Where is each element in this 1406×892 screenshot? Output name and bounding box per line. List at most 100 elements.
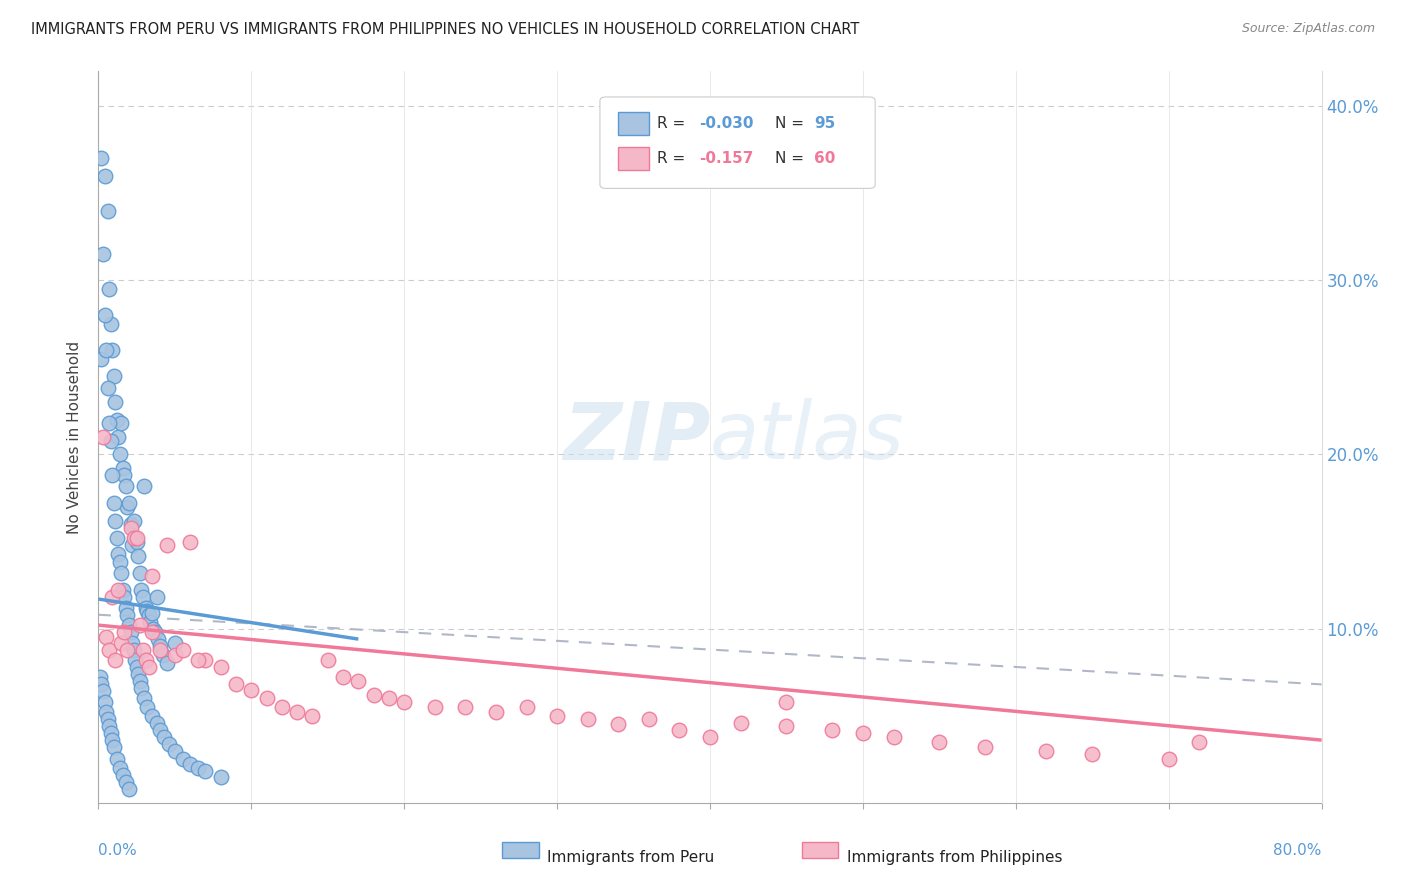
- Point: [187, 653, 209, 667]
- Point: [129, 583, 152, 598]
- Point: [111, 461, 134, 475]
- Point: [107, 547, 129, 561]
- Point: [132, 591, 155, 605]
- Point: [128, 673, 150, 688]
- Point: [105, 412, 128, 426]
- Text: -0.030: -0.030: [699, 116, 754, 131]
- Point: [1035, 743, 1057, 757]
- FancyBboxPatch shape: [600, 97, 875, 188]
- Point: [225, 677, 247, 691]
- Point: [90, 351, 112, 366]
- Point: [347, 673, 370, 688]
- Point: [115, 775, 138, 789]
- Text: IMMIGRANTS FROM PERU VS IMMIGRANTS FROM PHILIPPINES NO VEHICLES IN HOUSEHOLD COR: IMMIGRANTS FROM PERU VS IMMIGRANTS FROM …: [31, 22, 859, 37]
- Point: [134, 479, 156, 493]
- Text: 0.0%: 0.0%: [98, 843, 138, 858]
- Point: [122, 514, 145, 528]
- Text: 60: 60: [814, 151, 835, 166]
- Point: [111, 768, 134, 782]
- Point: [256, 691, 278, 706]
- Point: [132, 642, 155, 657]
- Point: [546, 708, 568, 723]
- Point: [108, 448, 131, 462]
- Point: [485, 705, 508, 719]
- Point: [149, 639, 172, 653]
- Point: [852, 726, 875, 740]
- Point: [128, 566, 150, 580]
- Point: [103, 369, 125, 384]
- Point: [97, 381, 120, 395]
- Point: [105, 752, 128, 766]
- Point: [90, 152, 112, 166]
- Point: [141, 625, 163, 640]
- Point: [101, 733, 124, 747]
- Point: [100, 726, 122, 740]
- Point: [240, 682, 263, 697]
- Point: [103, 740, 125, 755]
- Point: [136, 604, 159, 618]
- Point: [112, 625, 135, 640]
- Point: [103, 496, 125, 510]
- Point: [156, 538, 179, 552]
- Point: [172, 752, 194, 766]
- Point: [129, 681, 152, 695]
- Point: [115, 600, 138, 615]
- Point: [111, 583, 134, 598]
- Point: [115, 479, 138, 493]
- Bar: [619, 112, 648, 135]
- Point: [118, 781, 141, 796]
- Text: ZIP: ZIP: [562, 398, 710, 476]
- Bar: [502, 842, 538, 858]
- Point: [97, 712, 120, 726]
- Point: [120, 625, 142, 640]
- Text: 95: 95: [814, 116, 835, 131]
- Point: [179, 757, 201, 772]
- Point: [363, 688, 385, 702]
- Point: [91, 430, 114, 444]
- Text: R =: R =: [658, 151, 696, 166]
- Point: [110, 635, 132, 649]
- Point: [136, 700, 159, 714]
- Point: [122, 642, 145, 657]
- Point: [699, 730, 721, 744]
- Point: [91, 684, 114, 698]
- Point: [93, 695, 115, 709]
- Text: Immigrants from Peru: Immigrants from Peru: [547, 850, 714, 865]
- Point: [91, 247, 114, 261]
- Point: [128, 618, 150, 632]
- Point: [101, 468, 124, 483]
- Point: [104, 395, 127, 409]
- Text: 80.0%: 80.0%: [1274, 843, 1322, 858]
- Point: [163, 743, 186, 757]
- Text: R =: R =: [658, 116, 690, 131]
- Point: [117, 500, 139, 514]
- Point: [98, 282, 121, 296]
- Point: [607, 717, 630, 731]
- Point: [112, 591, 135, 605]
- Text: N =: N =: [775, 116, 808, 131]
- Point: [285, 705, 308, 719]
- Point: [125, 531, 148, 545]
- Point: [139, 615, 162, 629]
- Point: [974, 740, 997, 755]
- Point: [454, 700, 477, 714]
- Point: [156, 657, 179, 671]
- Point: [1081, 747, 1104, 761]
- Point: [104, 514, 127, 528]
- Point: [775, 719, 797, 733]
- Point: [94, 343, 117, 357]
- Point: [112, 468, 135, 483]
- Point: [125, 534, 148, 549]
- Text: atlas: atlas: [710, 398, 905, 476]
- Point: [122, 531, 145, 545]
- Point: [378, 691, 401, 706]
- Point: [94, 705, 117, 719]
- Point: [117, 642, 139, 657]
- Point: [134, 691, 156, 706]
- Point: [883, 730, 905, 744]
- Point: [153, 730, 176, 744]
- Point: [392, 695, 416, 709]
- Point: [110, 416, 132, 430]
- Point: [157, 737, 180, 751]
- Point: [637, 712, 661, 726]
